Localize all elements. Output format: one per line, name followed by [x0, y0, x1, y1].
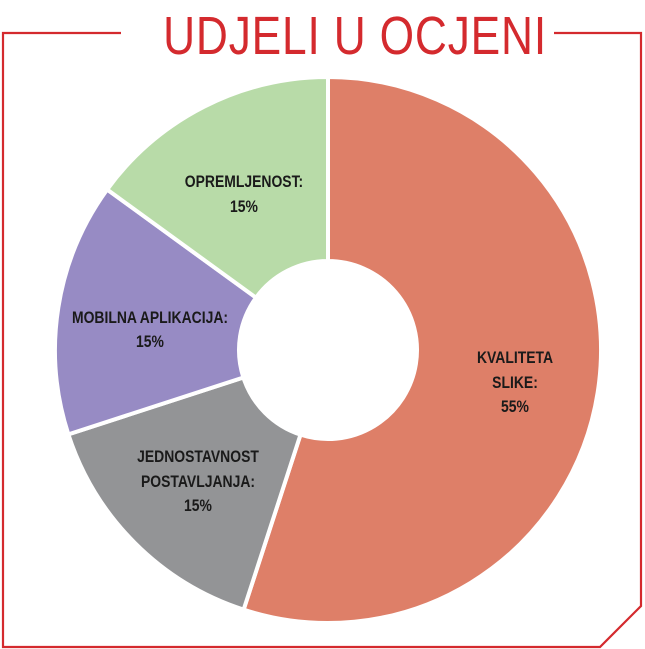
slice-2 [53, 186, 259, 437]
slice-3 [104, 74, 330, 301]
slice-1 [65, 374, 304, 613]
slice-name-label: POSTAVLJANJA: [141, 473, 255, 492]
slice-name-label: KVALITETA [477, 349, 553, 368]
slice-label-1: JEDNOSTAVNOST POSTAVLJANJA: 15% [137, 448, 259, 516]
slice-name-label: JEDNOSTAVNOST [137, 448, 259, 467]
slice-value-label: 55% [501, 398, 529, 417]
chart-title-text: UDJELI U OCJENI [163, 6, 547, 66]
slice-value-label: 15% [136, 333, 164, 352]
slice-0 [241, 74, 603, 625]
slice-value-label: 15% [184, 497, 212, 516]
slice-name-label: OPREMLJENOST: [185, 173, 303, 192]
slice-label-0: KVALITETA SLIKE: 55% [477, 349, 553, 417]
frame-border [1, 31, 643, 649]
chart-title: UDJELI U OCJENI [121, 6, 554, 66]
slice-name-label: SLIKE: [492, 374, 538, 393]
slice-label-2: MOBILNA APLIKACIJA: 15% [72, 309, 228, 352]
slice-label-3: OPREMLJENOST: 15% [185, 173, 303, 217]
slice-value-label: 15% [230, 198, 258, 217]
slice-name-label: MOBILNA APLIKACIJA: [72, 309, 228, 328]
